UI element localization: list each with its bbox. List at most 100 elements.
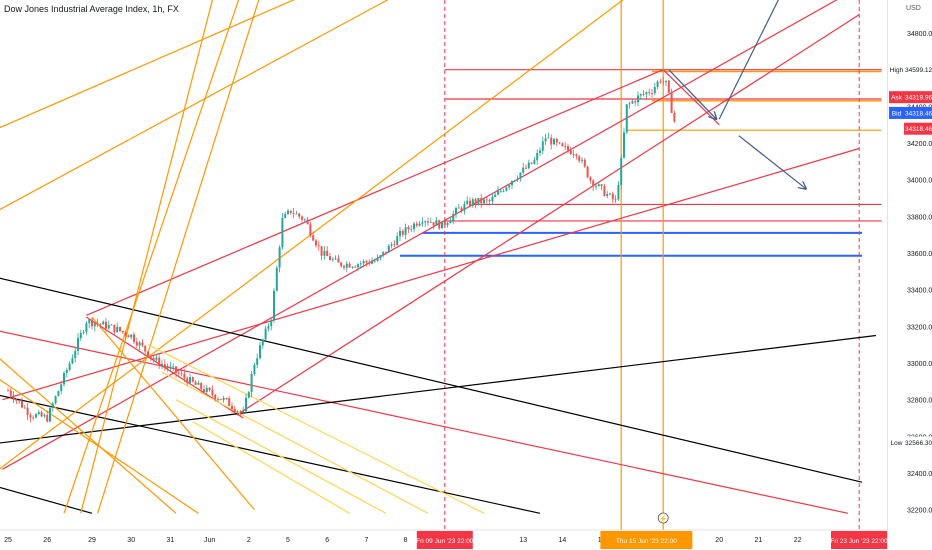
candle-body xyxy=(231,405,233,409)
candle-body xyxy=(256,358,259,365)
candle-body xyxy=(242,411,245,413)
trendline xyxy=(0,330,849,514)
candle-body xyxy=(91,319,93,327)
candle-body xyxy=(359,263,362,265)
trendline xyxy=(63,0,240,514)
candle-body xyxy=(578,156,581,161)
price-tick-label: 34200.00 xyxy=(907,141,932,148)
time-tick-label: 21 xyxy=(755,537,763,544)
candle-body xyxy=(203,389,205,392)
time-tick-label: 22 xyxy=(794,537,802,544)
candle-body xyxy=(617,184,620,200)
candle-body xyxy=(340,262,343,267)
candle-body xyxy=(326,250,329,257)
candle-body xyxy=(477,197,480,204)
candle-body xyxy=(407,227,410,230)
candle-body xyxy=(281,217,284,248)
candle-body xyxy=(233,408,236,412)
time-tick-label: 29 xyxy=(88,537,96,544)
candle-body xyxy=(102,321,105,325)
candle-body xyxy=(553,139,555,145)
candle-body xyxy=(259,345,261,359)
candle-body xyxy=(438,220,441,229)
trendline xyxy=(0,0,295,129)
candle-body xyxy=(533,160,536,164)
candle-body xyxy=(88,319,91,324)
candle-body xyxy=(471,199,474,206)
candle-body xyxy=(292,212,295,214)
candle-body xyxy=(497,191,499,195)
price-tick-label: 33800.00 xyxy=(907,214,932,221)
candle-body xyxy=(463,203,466,211)
candle-body xyxy=(418,223,421,226)
candle-body xyxy=(595,185,597,187)
low-badge-value: 32566.30 xyxy=(905,440,932,447)
candle-body xyxy=(606,194,609,197)
candle-body xyxy=(513,180,516,181)
candle-body xyxy=(334,258,337,260)
candle-body xyxy=(410,229,413,230)
candle-body xyxy=(670,92,673,114)
candle-body xyxy=(589,177,592,181)
high-badge-value-bg xyxy=(904,63,932,76)
candle-body xyxy=(586,166,589,178)
price-tick-label: 33200.00 xyxy=(907,324,932,331)
candle-body xyxy=(393,244,396,246)
candle-body xyxy=(267,326,270,329)
candle-body xyxy=(60,384,63,391)
candle-body xyxy=(96,323,99,325)
candle-body xyxy=(569,150,572,155)
candle-body xyxy=(494,194,497,197)
time-marker-badge xyxy=(416,531,473,549)
candle-body xyxy=(119,327,121,331)
candle-body xyxy=(527,162,530,169)
candle-body xyxy=(362,261,365,264)
time-axis[interactable]: 2526293031Jun25678913141520212223Fri 09 … xyxy=(0,512,888,549)
candle-body xyxy=(289,210,292,213)
candle-body xyxy=(247,392,250,398)
candle-body xyxy=(525,167,527,169)
candle-body xyxy=(23,407,26,409)
candle-body xyxy=(99,323,102,325)
time-tick-label: 26 xyxy=(43,537,51,544)
trendline xyxy=(0,0,624,470)
candle-body xyxy=(152,357,155,360)
trendline xyxy=(0,277,863,483)
bid-badge-tag-text: Bid xyxy=(892,110,902,117)
candle-body xyxy=(511,180,513,186)
candle-body xyxy=(516,178,519,181)
candle-body xyxy=(331,259,334,261)
candle-body xyxy=(127,335,130,338)
candle-body xyxy=(15,399,18,401)
candle-body xyxy=(77,338,79,351)
candle-body xyxy=(37,412,40,415)
trendline xyxy=(0,379,199,514)
candle-body xyxy=(309,224,312,236)
candle-body xyxy=(46,415,49,422)
candle-body xyxy=(79,332,82,339)
candle-body xyxy=(74,350,77,359)
candle-body xyxy=(541,141,544,151)
candle-body xyxy=(141,342,144,346)
candle-body xyxy=(452,213,455,221)
plot-area[interactable] xyxy=(0,0,887,530)
candle-body xyxy=(631,101,634,104)
candle-body xyxy=(169,366,172,369)
candle-body xyxy=(51,403,54,408)
candle-body xyxy=(172,366,175,368)
candle-body xyxy=(85,323,88,332)
candle-body xyxy=(194,381,197,385)
time-tick-label: 20 xyxy=(715,537,723,544)
ask-badge-value-bg xyxy=(904,91,932,104)
trendline xyxy=(0,486,93,514)
candle-body xyxy=(443,221,446,226)
candle-body xyxy=(343,266,345,268)
last-price-badge-value-bg xyxy=(904,122,932,135)
drawing-levels xyxy=(400,0,882,530)
price-tick-label: 34000.00 xyxy=(907,178,932,185)
candle-body xyxy=(435,220,438,226)
candle-body xyxy=(177,372,180,374)
time-tick-label: 7 xyxy=(364,537,368,544)
time-tick-label: 14 xyxy=(559,537,567,544)
